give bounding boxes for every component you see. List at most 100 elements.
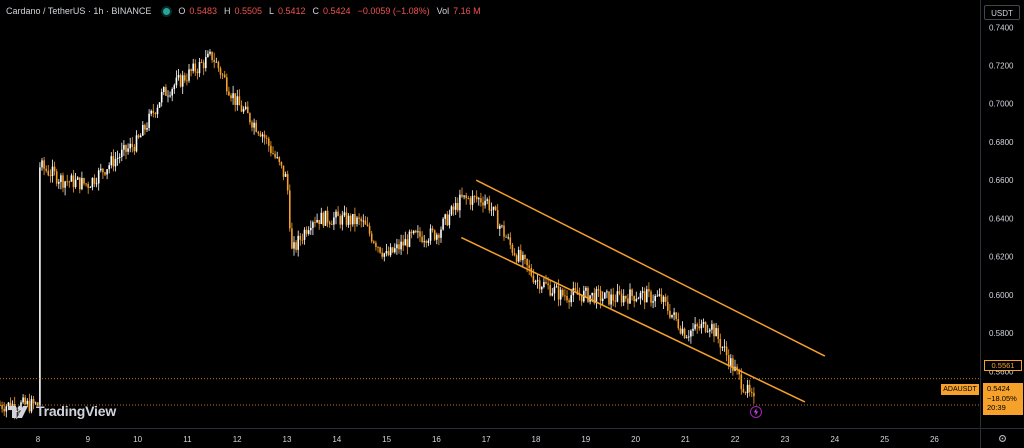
candle-body [671,314,673,318]
chart-area[interactable]: Cardano / TetherUS · 1h · BINANCE O 0.548… [0,0,980,428]
candle-body [102,168,104,173]
candle-body [601,298,604,301]
candle-body [169,95,171,97]
candle-body [620,293,623,303]
candle-body [30,399,33,412]
candle-body [526,258,528,266]
currency-unit-button[interactable]: USDT [984,5,1020,20]
time-tick-label: 25 [880,435,889,444]
candle-body [184,75,186,81]
candle-body [427,240,430,243]
open-label: O [178,6,186,16]
symbol-title[interactable]: Cardano / TetherUS · 1h · BINANCE [6,6,152,16]
candle-body [55,171,58,184]
candle-body [587,287,589,302]
candle-body [559,289,562,300]
scale-settings-corner[interactable] [980,428,1024,448]
candle-body [112,156,115,167]
channel-trendline[interactable] [460,236,806,403]
candle-body [496,210,499,229]
candle-body [331,224,333,226]
candle-body [60,175,62,183]
candle-body [625,295,627,299]
candle-body [688,336,690,338]
candle-body [45,168,47,171]
candle-body [221,74,224,76]
candle-body [633,295,635,302]
candle-body [557,286,560,300]
symbol-legend[interactable]: Cardano / TetherUS · 1h · BINANCE O 0.548… [6,6,484,16]
candle-body [41,160,43,168]
time-scale[interactable]: 8 9 10 11 12 13 14 15 16 17 18 19 20 21 22 23 24 25 26 [0,428,980,448]
candle-body [419,231,421,237]
candle-body [492,206,495,210]
candle-body [475,196,478,200]
candle-body [121,149,123,157]
candle-body [326,210,329,223]
candle-body [200,62,203,63]
candle-body [358,217,360,219]
candle-body [238,96,241,106]
candle-body [198,62,201,74]
candle-body [129,143,131,149]
candle-body [532,275,535,283]
candle-body [706,331,709,333]
tradingview-logo[interactable]: TradingView [8,403,116,419]
candle-body [209,51,211,54]
candle-body [465,195,467,199]
candle-body [255,122,257,132]
candle-body [26,400,29,405]
candle-body [316,220,318,223]
candle-body [354,213,356,225]
candle-body [692,328,694,331]
candle-body [347,215,350,225]
candle-body [64,181,66,188]
candle-body [503,225,505,237]
gear-icon[interactable] [997,433,1008,444]
candle-body [34,402,37,404]
channel-trendline[interactable] [475,179,826,357]
candle-body [1,405,3,409]
time-tick-label: 10 [133,435,142,444]
volume-label: Vol [436,6,450,16]
candle-body [604,292,606,299]
candle-body [167,95,169,97]
price-tick-label: 0.5600 [989,367,1014,376]
close-value: 0.5424 [323,6,351,16]
time-tick-label: 23 [781,435,790,444]
candle-body [536,280,539,282]
candle-body [652,301,654,303]
candle-body [268,138,270,146]
market-status-icon[interactable] [163,7,171,15]
candle-body [608,291,610,305]
candle-body [398,244,400,250]
candle-body [131,143,134,147]
candle-body [244,106,247,110]
candle-body [454,203,457,210]
candle-body [717,328,719,340]
price-scale[interactable]: USDT 0.7400 0.7200 0.7000 0.6800 0.6600 0.640… [980,0,1024,428]
candle-body [207,53,209,58]
time-tick-label: 17 [482,435,491,444]
candle-body [341,215,344,225]
time-tick-label: 9 [86,435,91,444]
time-tick-label: 12 [233,435,242,444]
candle-body [679,328,682,334]
candle-body [402,241,404,246]
candle-body [530,267,533,276]
candle-body [375,242,377,247]
time-tick-label: 14 [332,435,341,444]
time-tick-label: 22 [731,435,740,444]
lightning-icon[interactable] [750,406,762,418]
candle-body [366,224,369,226]
candle-body [408,231,411,247]
candle-body [211,51,213,61]
candle-body [58,182,60,184]
candle-body [228,91,230,96]
candle-body [694,324,696,329]
candle-body [748,384,751,393]
candle-body [5,406,8,412]
candle-body [732,358,734,371]
candlestick-chart[interactable] [0,0,980,428]
candle-body [284,174,287,177]
